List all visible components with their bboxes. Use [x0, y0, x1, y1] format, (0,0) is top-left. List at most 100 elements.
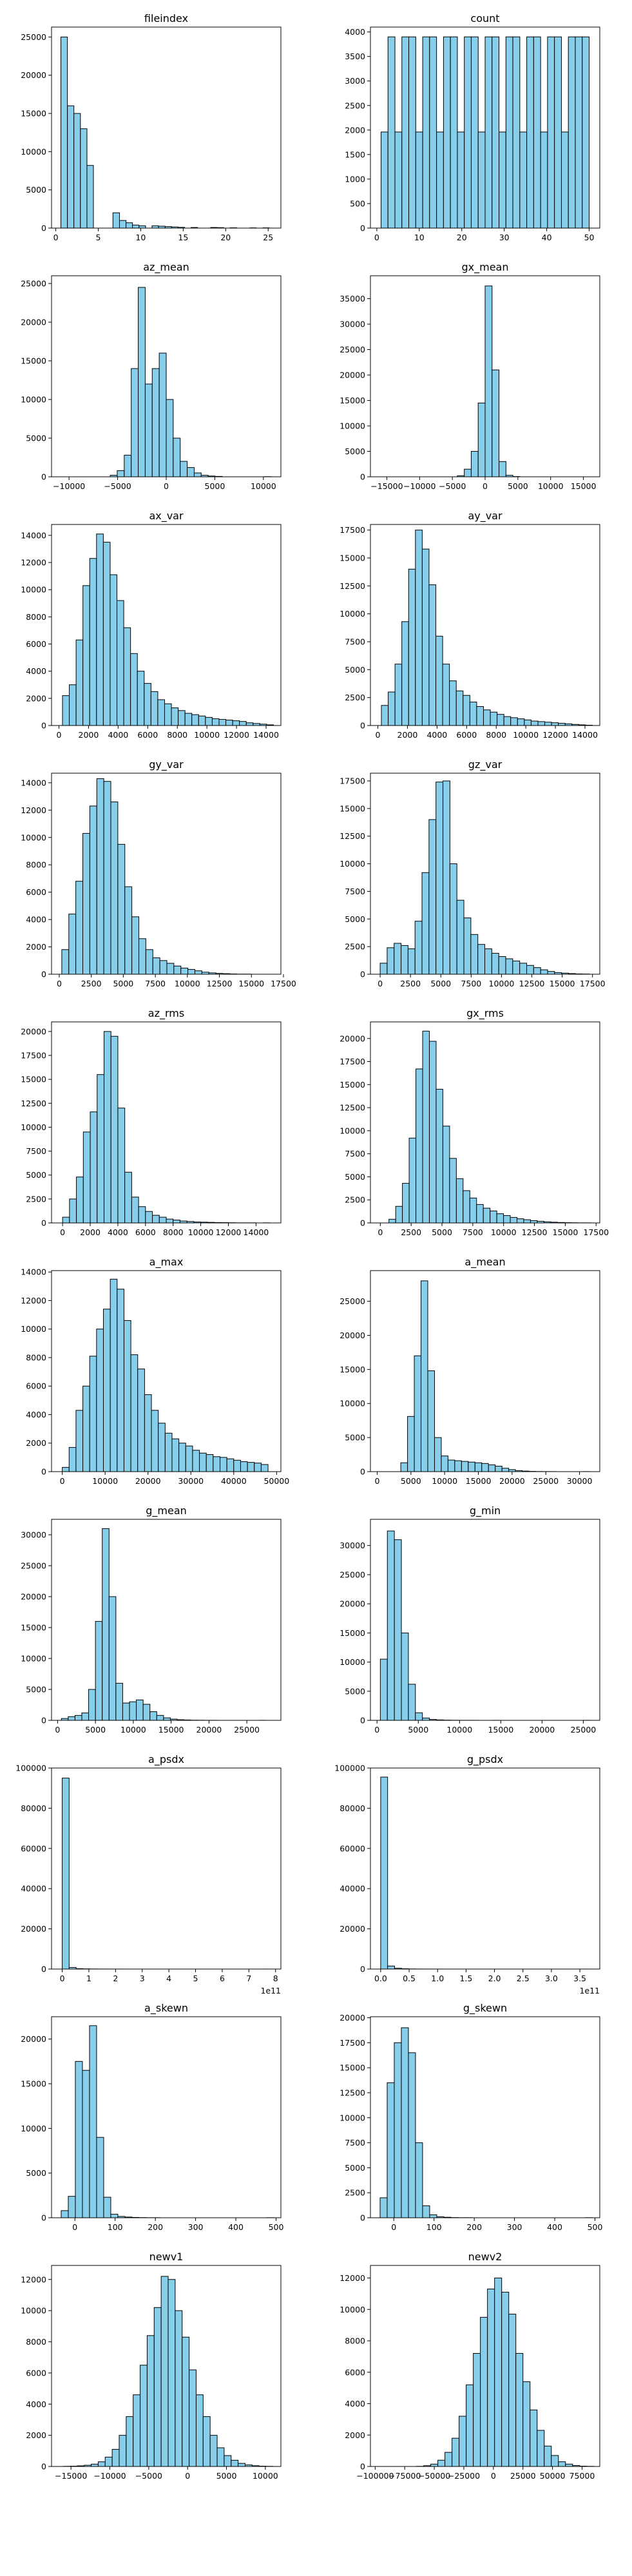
histogram-bar [537, 721, 546, 726]
histogram-bar [442, 1126, 450, 1224]
y-tick-label: 2500 [345, 942, 365, 952]
histogram-bar [110, 802, 119, 975]
histogram-bar [158, 1216, 167, 1224]
histogram-bar [400, 1462, 408, 1472]
histogram-bar [111, 2448, 120, 2467]
x-tick-label: 100 [426, 2222, 442, 2232]
histogram-bar [449, 863, 457, 975]
histogram-bar [69, 684, 77, 726]
x-tick-label: 10000 [194, 730, 220, 740]
y-tick-label: 0 [41, 2213, 46, 2223]
histogram-bar [499, 461, 506, 477]
y-tick-label: 5000 [345, 447, 365, 456]
histogram-bar [416, 1068, 423, 1224]
x-tick-label: 10000 [489, 979, 515, 988]
y-tick-label: 0 [360, 1965, 365, 1974]
histogram-bar [96, 1329, 104, 1472]
histogram-bar [436, 131, 444, 229]
histogram-bar [387, 36, 396, 229]
y-tick-label: 4000 [345, 27, 365, 37]
y-tick-label: 14000 [21, 1267, 46, 1277]
y-tick-label: 15000 [21, 109, 46, 119]
histogram-bar [73, 113, 81, 229]
x-tick-label: 7500 [145, 979, 166, 988]
histogram-bar [130, 653, 138, 726]
axes-frame [51, 2016, 282, 2218]
histogram-bar [166, 399, 174, 477]
x-tick-label: 12500 [519, 979, 545, 988]
y-tick-label: 0 [360, 1218, 365, 1228]
x-tick-label: −25000 [448, 2471, 480, 2481]
histogram-bar [96, 533, 104, 726]
x-tick-label: 0.0 [374, 1974, 387, 1983]
x-tick-label: 5000 [113, 979, 133, 988]
histogram-bar [254, 1463, 262, 1472]
x-tick-label: 10 [414, 233, 425, 242]
histogram-bar [497, 714, 504, 726]
histogram-bar [498, 956, 506, 975]
histogram-bar [560, 131, 569, 229]
y-tick-label: 0 [360, 224, 365, 233]
chart-title: ax_var [149, 510, 184, 523]
histogram-bar [231, 2459, 239, 2467]
y-tick-label: 15000 [21, 2079, 46, 2089]
x-tick-label: 15000 [571, 481, 597, 491]
histogram-bar [82, 1131, 91, 1224]
histogram-bar [492, 36, 500, 229]
y-tick-label: 15000 [21, 1623, 46, 1633]
x-tick-label: 15000 [488, 1725, 513, 1735]
histogram-bar [132, 224, 140, 229]
y-tick-label: 5000 [345, 1172, 365, 1182]
histogram-bar [505, 36, 513, 229]
histogram-bar [86, 165, 94, 229]
y-tick-label: 0 [41, 472, 46, 482]
histogram-bar [449, 680, 457, 726]
x-tick-label: 15 [178, 233, 188, 242]
histogram-bar [233, 1459, 241, 1472]
chart-title: gx_mean [462, 261, 509, 274]
histogram-bar [530, 2409, 538, 2467]
chart-title: a_psdx [148, 1753, 184, 1766]
histogram-bar [158, 352, 167, 477]
x-tick-label: 10000 [120, 1725, 146, 1735]
histogram-bar [117, 843, 126, 975]
histogram-bar [394, 943, 402, 975]
histogram-bar [481, 1463, 489, 1472]
histogram-bar [510, 717, 518, 726]
y-tick-label: 12500 [340, 2088, 365, 2097]
histogram-bar [422, 2205, 430, 2218]
y-tick-label: 20000 [340, 370, 365, 380]
histogram-bar [117, 1108, 126, 1224]
histogram-bar [61, 36, 68, 229]
histogram-bar [436, 635, 443, 726]
histogram-bar [380, 1776, 388, 1970]
histogram-bar [558, 723, 566, 726]
y-tick-label: 0 [360, 721, 365, 731]
histogram-bar [408, 568, 416, 726]
y-tick-label: 12000 [21, 1296, 46, 1305]
x-tick-label: 2.0 [488, 1974, 501, 1983]
histogram-bar [138, 287, 146, 477]
histogram-bar [68, 1716, 75, 1721]
x-tick-label: 1 [86, 1974, 91, 1983]
histogram-bar [429, 36, 437, 229]
histogram-bar [492, 369, 500, 477]
x-tick-label: 20 [457, 233, 467, 242]
x-offset-label: 1e11 [260, 1986, 281, 1995]
y-tick-label: 5000 [26, 185, 46, 195]
histogram-bar [90, 1111, 98, 1224]
y-tick-label: 5000 [26, 2168, 46, 2178]
histogram-bar [530, 1220, 538, 1224]
x-tick-label: 10000 [251, 481, 276, 491]
chart-title: g_psdx [467, 1753, 503, 1766]
histogram-bar [443, 780, 450, 975]
histogram-bar [408, 1137, 417, 1224]
x-tick-label: 500 [269, 2222, 284, 2232]
histogram-bar [62, 1216, 70, 1224]
histogram-bar [187, 969, 195, 975]
x-tick-label: 0 [60, 1227, 65, 1237]
axes-frame [370, 1270, 600, 1472]
histogram-bar [97, 1074, 104, 1224]
x-tick-label: 3.0 [545, 1974, 558, 1983]
